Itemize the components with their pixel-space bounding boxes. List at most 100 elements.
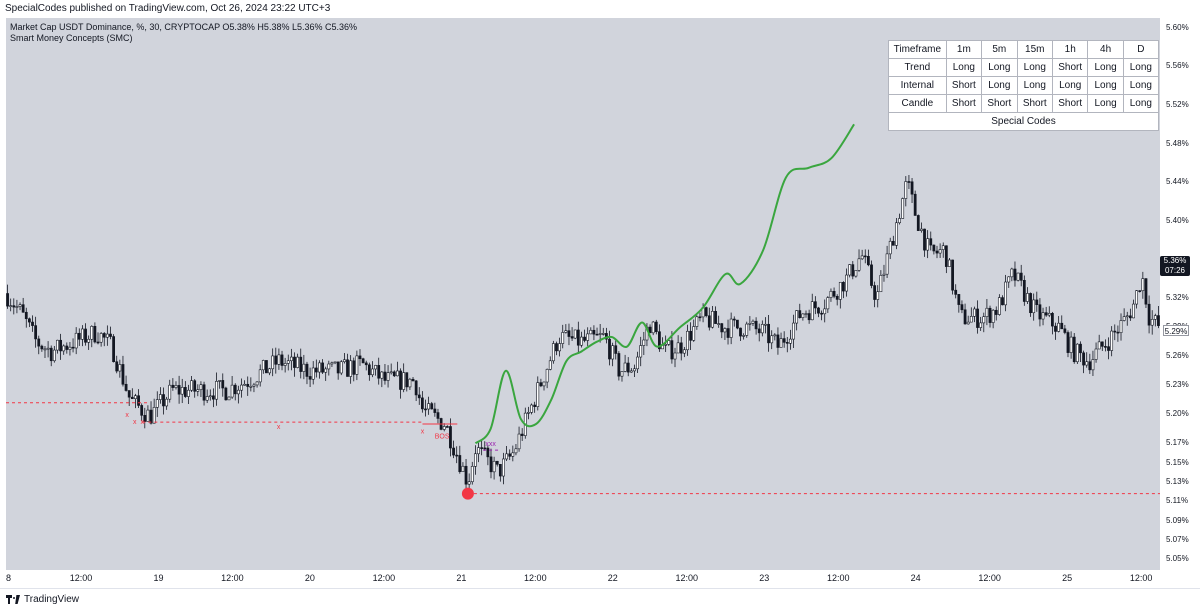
candle-body [676,342,680,354]
candle-body [149,409,153,424]
projection-curve [474,123,855,445]
candle-body [664,344,668,346]
candle-body [642,339,646,346]
candle-body [617,353,621,377]
candle-body [274,355,278,365]
candle-body [52,349,56,362]
candle-body [358,355,362,360]
candle-body [651,321,655,334]
candle-body [682,349,686,354]
time-tick-label: 12:00 [826,573,850,583]
candle-body [224,387,228,401]
candle-body [1026,293,1029,302]
candle-body [951,259,954,291]
candle-body [492,460,496,473]
candle-body [573,329,577,339]
candle-body [424,408,427,411]
swing-marker: x [125,412,129,419]
candle-body [801,313,805,318]
candle-body [467,481,471,485]
candle-body [1001,297,1004,306]
candle-body [920,228,923,231]
price-axis[interactable]: 5.05% 5.07% 5.09% 5.11% 5.13% 5.15% 5.17% 5.20%… [1160,18,1200,569]
dashboard-header-cell: 1h [1051,40,1089,59]
candle-body [807,313,811,321]
candle-body [1041,312,1045,320]
candle-body [402,372,406,390]
candle-body [293,356,296,368]
candle-body [957,294,961,305]
chart-pane[interactable]: x x x x x BOS xxx Market Cap USDT Dominance, %… [6,18,1160,569]
candle-body [629,370,633,373]
candle-body [1135,290,1138,305]
signal-cell: Short [945,76,983,95]
candle-body [508,453,512,457]
last-price-value: 5.36% [1163,256,1187,265]
price-tick-label: 5.44% [1166,177,1189,187]
candle-body [923,228,926,251]
candle-body [948,259,951,267]
candle-body [321,362,324,373]
indicator-legend[interactable]: Smart Money Concepts (SMC) [10,33,133,43]
symbol-legend[interactable]: Market Cap USDT Dominance, %, 30, CRYPTO… [10,22,357,32]
candle-body [93,326,97,343]
candle-body [486,447,490,458]
candle-body [1119,320,1123,333]
internal-structure-label: xxx [485,441,496,448]
candle-body [1057,322,1061,332]
candle-body [127,390,131,398]
swing-low-dot [461,487,474,500]
candle-body [748,323,752,325]
candle-body [1082,352,1085,366]
candle-body [782,338,786,343]
dashboard-row-label: Internal [888,76,947,95]
candle-body [692,326,696,341]
candle-body [1097,341,1101,350]
candle-body [551,343,555,362]
timeframe-dashboard: Timeframe 1m 5m 15m 1h 4h D Trend Long Long Long Sh… [888,40,1160,131]
time-tick-label: 12:00 [675,573,699,583]
candle-body [268,368,271,374]
candle-body [71,346,75,349]
candle-body [1128,315,1132,319]
candle-body [539,382,543,387]
price-tick-label: 5.32% [1166,293,1189,303]
candle-body [339,361,343,374]
candle-body [215,381,218,400]
candle-body [21,304,25,313]
candle-body [9,305,13,307]
time-tick-label: 12:00 [524,573,547,583]
candle-body [212,395,215,400]
candle-body [1038,304,1042,320]
candle-body [926,238,930,251]
candlestick-series [6,175,1160,493]
candle-body [1132,303,1135,319]
candle-body [396,370,399,377]
candle-body [12,305,16,308]
candle-body [548,360,552,370]
time-tick-label: 12:00 [978,573,1001,583]
candle-body [1113,330,1117,333]
candle-body [673,352,677,360]
candle-body [1016,272,1020,281]
candle-body [785,342,789,344]
time-axis[interactable]: 8 12:00 19 12:00 20 12:00 21 12:00 22 12:00 23 12:0… [6,569,1160,588]
candle-body [1044,312,1048,316]
candle-body [205,396,209,401]
candle-body [848,264,852,276]
tradingview-brand[interactable]: TradingView [6,594,79,605]
candle-body [1094,348,1098,360]
price-tick-label: 5.07% [1166,535,1189,544]
candle-body [605,333,608,340]
candle-body [271,355,275,370]
candle-body [636,356,639,370]
candle-body [121,364,125,385]
time-tick-label: 20 [304,573,315,583]
candle-body [944,245,948,267]
candle-body [648,326,652,334]
candle-body [904,181,908,199]
candle-body [352,360,356,375]
candle-body [233,384,237,395]
dashboard-header-cell: 4h [1087,40,1124,59]
